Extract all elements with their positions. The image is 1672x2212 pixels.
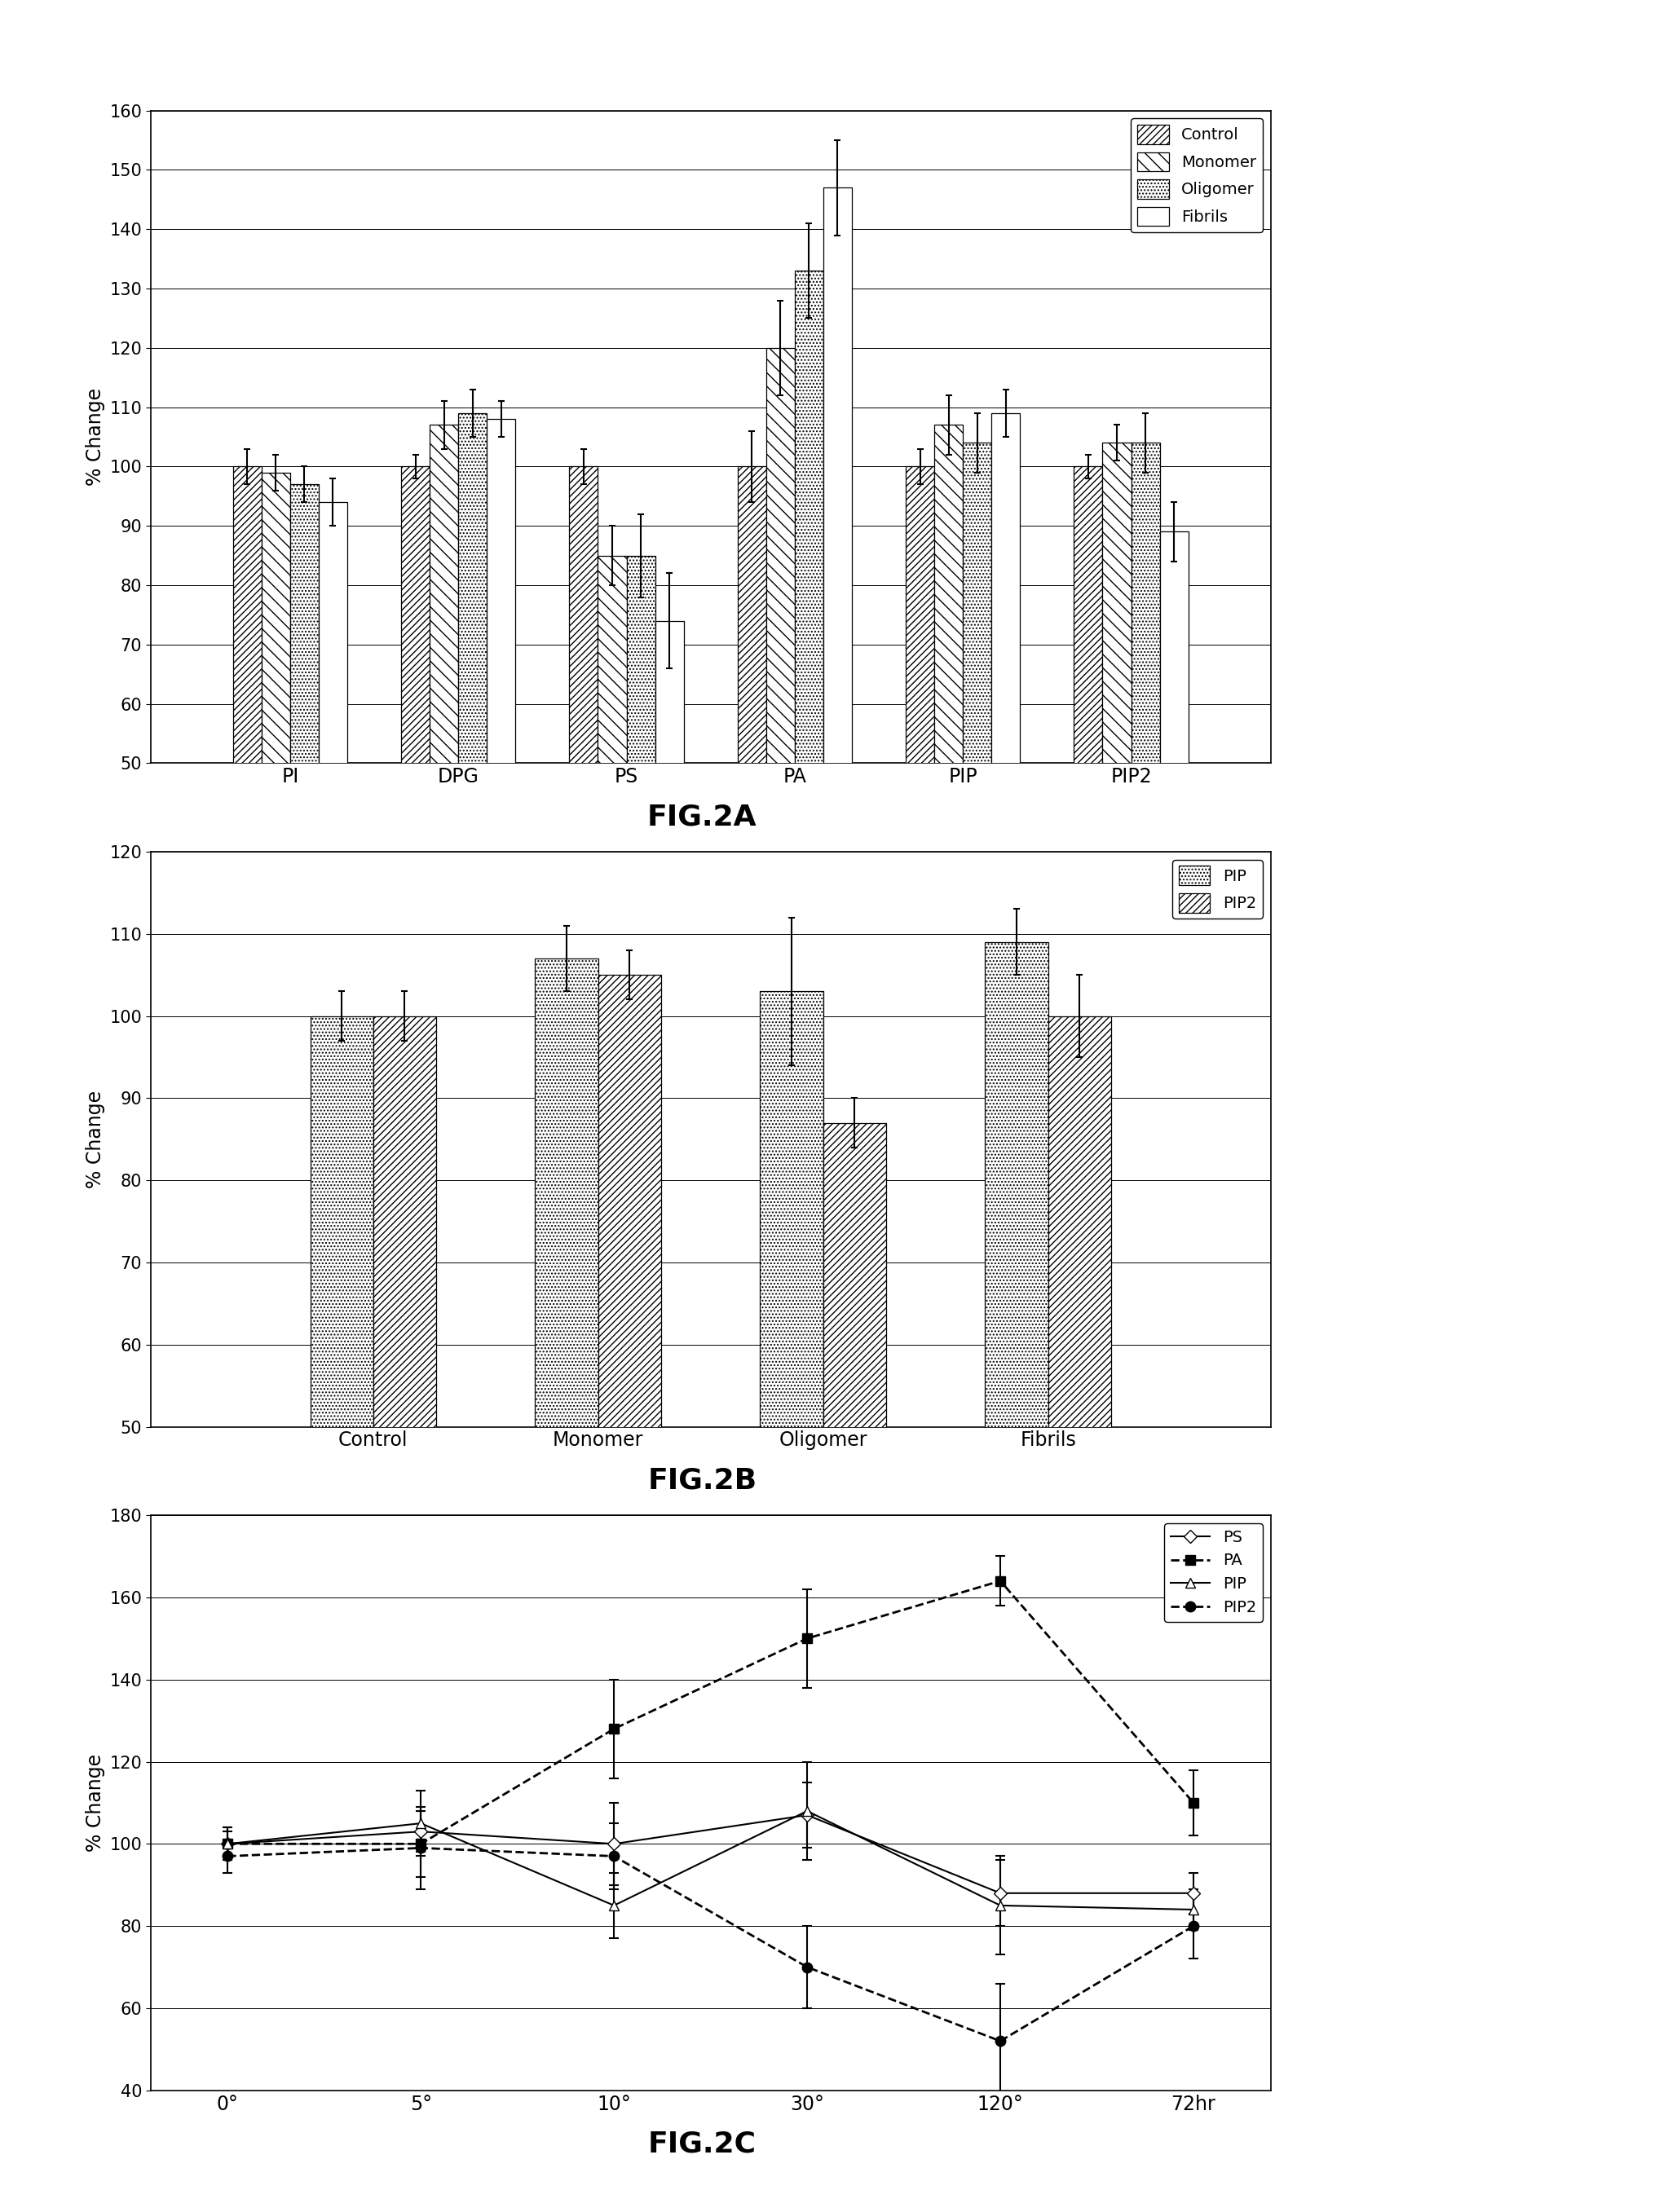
Bar [823,1124,886,1838]
Bar [289,484,319,1060]
Bar [655,622,684,1060]
Bar [311,1015,373,1838]
Bar [599,975,660,1838]
Bar [823,188,853,1060]
Bar [599,555,627,1060]
Legend: Control, Monomer, Oligomer, Fibrils: Control, Monomer, Oligomer, Fibrils [1130,119,1262,232]
Bar [906,467,935,1060]
Bar [991,414,1020,1060]
Bar [261,473,289,1060]
Bar [935,425,963,1060]
Bar [766,347,794,1060]
Y-axis label: % Change: % Change [85,1091,105,1188]
Text: FIG.2B: FIG.2B [647,1467,757,1495]
Y-axis label: % Change: % Change [85,1754,105,1851]
Bar [737,467,766,1060]
Bar [1132,442,1160,1060]
Bar [985,942,1048,1838]
Bar [1048,1015,1110,1838]
Bar [535,958,599,1838]
Bar [627,555,655,1060]
Bar [1160,531,1189,1060]
Bar [963,442,991,1060]
Bar [1102,442,1132,1060]
Bar [794,270,823,1060]
Bar [319,502,348,1060]
Bar [487,418,515,1060]
Legend: PIP, PIP2: PIP, PIP2 [1172,860,1262,918]
Bar [568,467,599,1060]
Bar [401,467,430,1060]
Legend: PS, PA, PIP, PIP2: PS, PA, PIP, PIP2 [1164,1524,1262,1621]
Bar [1073,467,1102,1060]
Text: FIG.2C: FIG.2C [649,2130,756,2159]
Text: FIG.2A: FIG.2A [647,803,757,832]
Y-axis label: % Change: % Change [85,387,105,487]
Bar [232,467,261,1060]
Bar [458,414,487,1060]
Bar [373,1015,436,1838]
Bar [761,991,823,1838]
Bar [430,425,458,1060]
